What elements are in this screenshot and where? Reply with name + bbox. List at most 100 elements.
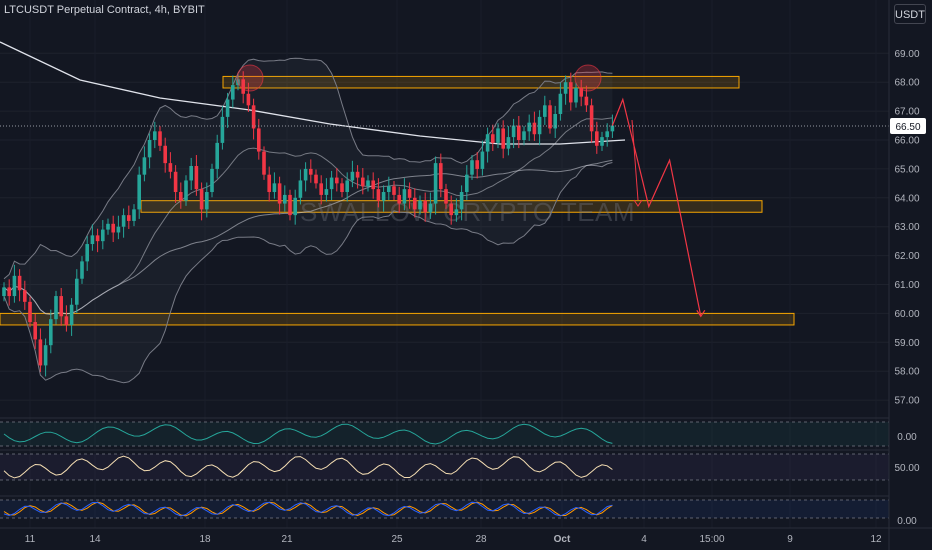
candle[interactable] — [215, 134, 219, 179]
candle[interactable] — [7, 279, 11, 306]
candle[interactable] — [459, 185, 464, 221]
candle[interactable] — [28, 296, 32, 328]
candle[interactable] — [241, 71, 245, 104]
candle[interactable] — [246, 82, 251, 112]
candle[interactable] — [168, 152, 173, 179]
candle[interactable] — [574, 82, 578, 108]
candle[interactable] — [283, 185, 287, 212]
candle[interactable] — [428, 192, 433, 219]
candle[interactable] — [527, 114, 531, 141]
candle[interactable] — [210, 163, 214, 198]
candle[interactable] — [444, 183, 448, 209]
candle[interactable] — [64, 305, 69, 332]
candle[interactable] — [381, 185, 386, 212]
candle[interactable] — [309, 159, 313, 183]
candle[interactable] — [449, 195, 453, 225]
candle[interactable] — [350, 160, 355, 188]
candle[interactable] — [433, 156, 438, 215]
candle[interactable] — [38, 328, 43, 373]
candle[interactable] — [605, 123, 609, 147]
candle[interactable] — [54, 290, 58, 325]
candle[interactable] — [355, 165, 360, 189]
candle[interactable] — [418, 195, 422, 215]
candle[interactable] — [101, 220, 105, 250]
candle[interactable] — [397, 186, 401, 214]
candle[interactable] — [439, 153, 443, 198]
candle[interactable] — [194, 155, 199, 196]
candle[interactable] — [127, 205, 131, 230]
candle[interactable] — [303, 162, 308, 192]
time-axis[interactable]: 11 14 18 21 25 28 Oct 4 15:00 9 12 — [25, 534, 882, 545]
candle[interactable] — [142, 146, 147, 182]
candle[interactable] — [80, 256, 84, 284]
candle[interactable] — [423, 192, 427, 222]
candle[interactable] — [314, 169, 318, 189]
candle[interactable] — [137, 166, 141, 219]
candle[interactable] — [116, 215, 121, 240]
candle[interactable] — [49, 309, 53, 354]
candle[interactable] — [491, 124, 495, 151]
candle[interactable] — [272, 172, 277, 199]
candle[interactable] — [225, 92, 230, 128]
price-axis[interactable]: 69.00 68.00 67.00 66.00 65.00 64.00 63.00 62.00… — [894, 49, 919, 407]
candle[interactable] — [319, 175, 323, 205]
candle[interactable] — [158, 126, 162, 151]
candle[interactable] — [470, 155, 474, 180]
candle[interactable] — [407, 182, 412, 209]
currency-unit-button[interactable]: USDT — [894, 4, 926, 24]
candle[interactable] — [95, 228, 100, 253]
candle[interactable] — [75, 269, 79, 313]
candle[interactable] — [340, 178, 344, 198]
candle[interactable] — [298, 169, 303, 205]
candle[interactable] — [600, 131, 604, 151]
candle[interactable] — [262, 146, 266, 180]
candle[interactable] — [288, 189, 292, 221]
candle[interactable] — [584, 85, 589, 112]
candle[interactable] — [17, 269, 22, 302]
candle[interactable] — [199, 182, 204, 221]
candle[interactable] — [12, 264, 17, 303]
candle[interactable] — [293, 189, 297, 225]
candle[interactable] — [589, 98, 594, 143]
candle[interactable] — [2, 282, 6, 302]
candle[interactable] — [329, 170, 334, 201]
candle[interactable] — [205, 182, 209, 218]
candle[interactable] — [465, 165, 469, 201]
candle[interactable] — [376, 178, 381, 208]
candle[interactable] — [132, 204, 136, 227]
candle[interactable] — [511, 118, 516, 149]
candle[interactable] — [402, 178, 407, 211]
candle[interactable] — [324, 178, 329, 202]
candle[interactable] — [543, 95, 547, 125]
candle[interactable] — [59, 287, 63, 326]
candle[interactable] — [480, 140, 485, 176]
candle[interactable] — [231, 75, 235, 108]
candle[interactable] — [387, 176, 391, 201]
candle[interactable] — [189, 157, 193, 190]
candle[interactable] — [121, 208, 126, 238]
candle[interactable] — [522, 126, 526, 146]
candle[interactable] — [496, 123, 500, 149]
candle[interactable] — [413, 188, 417, 218]
candle[interactable] — [579, 79, 583, 107]
candle[interactable] — [506, 126, 511, 156]
candle[interactable] — [558, 82, 563, 121]
candle[interactable] — [85, 235, 89, 271]
candle[interactable] — [501, 120, 505, 159]
candle[interactable] — [454, 198, 459, 222]
candle[interactable] — [475, 152, 479, 179]
candle[interactable] — [553, 105, 557, 138]
candle[interactable] — [537, 110, 542, 146]
candle[interactable] — [371, 172, 375, 199]
candles[interactable] — [2, 71, 615, 377]
candle[interactable] — [184, 175, 188, 206]
candle[interactable] — [517, 116, 521, 149]
candle[interactable] — [43, 338, 48, 377]
candle[interactable] — [485, 127, 490, 163]
candle[interactable] — [106, 218, 110, 235]
candle[interactable] — [366, 175, 370, 192]
candle[interactable] — [173, 165, 178, 204]
candle[interactable] — [392, 181, 396, 201]
candle[interactable] — [563, 75, 568, 105]
